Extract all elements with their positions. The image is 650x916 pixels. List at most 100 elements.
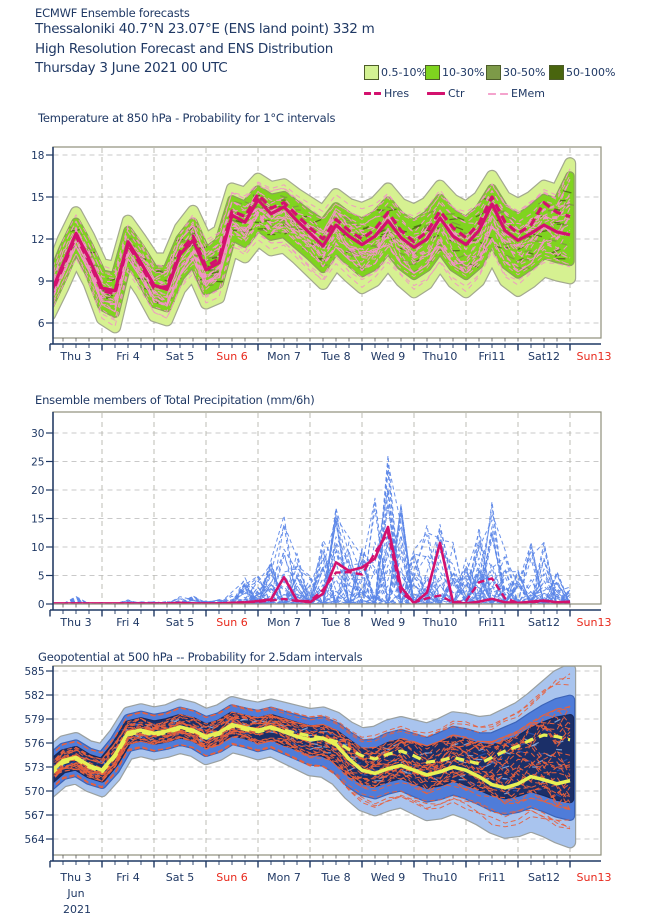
probability-speckle	[433, 777, 438, 781]
ens-member-line	[53, 724, 571, 807]
legend-line-label: EMem	[511, 87, 545, 100]
legend-band-label: 10-30%	[442, 66, 485, 79]
y-tick-label: 6	[38, 318, 45, 330]
probability-speckle	[537, 788, 543, 792]
basetime-title: Thursday 3 June 2021 00 UTC	[35, 60, 228, 76]
probability-speckle	[458, 254, 465, 259]
legend-line-item: Hres	[364, 87, 409, 100]
probability-speckle	[458, 760, 467, 764]
probability-speckle	[532, 233, 543, 238]
probability-speckle	[455, 226, 464, 231]
day-label: Sat 5	[166, 871, 195, 884]
probability-speckle	[411, 224, 422, 230]
geopotential-plume	[53, 666, 577, 849]
probability-speckle	[494, 245, 502, 249]
y-tick-label: 576	[24, 738, 44, 750]
day-label: Sun13	[577, 350, 612, 363]
probability-speckle	[211, 256, 218, 260]
probability-speckle	[210, 271, 220, 275]
y-tick-label: 585	[24, 666, 44, 678]
day-label: Fri11	[478, 871, 505, 884]
probability-speckle	[282, 196, 288, 200]
ens-member-line	[53, 211, 571, 291]
day-label: Thu10	[422, 616, 458, 629]
ens-member-line	[53, 708, 571, 780]
probability-speckle	[234, 200, 243, 205]
y-tick-label: 18	[31, 150, 44, 162]
hres-line-icon	[364, 92, 381, 95]
day-label: Thu10	[422, 350, 458, 363]
day-label: Mon 7	[267, 616, 301, 629]
ens-member-line	[53, 501, 570, 604]
probability-speckle	[556, 768, 564, 772]
probability-speckle	[356, 762, 361, 765]
day-label: Fri 4	[116, 616, 140, 629]
chart1-title: Temperature at 850 hPa - Probability for…	[38, 111, 336, 125]
temp-hres-line	[53, 192, 571, 296]
day-label: Sun13	[577, 871, 612, 884]
probability-speckle	[143, 287, 154, 291]
ens-member-line	[180, 465, 571, 604]
probability-speckle	[463, 232, 470, 236]
day-label: Fri 4	[116, 871, 140, 884]
y-tick-label: 9	[38, 276, 45, 288]
chart3-axes: 585 582 579 576 573 570 567 564 Thu 3 Fri 4 Sat 5 S…	[24, 665, 612, 916]
probability-speckle	[504, 792, 510, 795]
probability-speckle	[197, 726, 206, 731]
probability-speckle	[505, 215, 515, 221]
probability-speckle	[527, 732, 536, 736]
ens-member-line	[156, 524, 571, 604]
ens-member-line	[197, 462, 571, 604]
probability-speckle	[371, 244, 379, 249]
y-tick-label: 582	[24, 690, 44, 702]
probability-speckle	[292, 205, 299, 208]
ens-member-line	[53, 179, 571, 307]
y-tick-label: 0	[38, 599, 45, 611]
probability-speckle	[399, 252, 406, 256]
y-tick-label: 10	[31, 542, 44, 554]
probability-speckle	[524, 249, 532, 253]
y-tick-label: 12	[31, 234, 44, 246]
legend-line-item: Ctr	[427, 87, 465, 100]
ens-member-line	[53, 723, 571, 781]
day-label: Fri11	[478, 350, 505, 363]
probability-speckle	[376, 209, 384, 211]
probability-speckle	[516, 266, 526, 271]
probability-speckle	[560, 242, 567, 246]
ens-member-line	[90, 517, 571, 604]
probability-speckle	[284, 231, 290, 235]
day-label: Sun 6	[216, 350, 247, 363]
y-tick-label: 570	[24, 786, 44, 798]
day-label: Fri11	[478, 616, 505, 629]
geo-ctr-line	[53, 722, 571, 790]
probability-speckle	[213, 738, 220, 742]
probability-speckle	[505, 254, 515, 260]
probability-speckle	[501, 765, 510, 769]
y-tick-label: 15	[31, 192, 44, 204]
ens-member-line	[64, 487, 558, 604]
probability-speckle	[555, 793, 562, 798]
probability-speckle	[559, 199, 566, 202]
probability-speckle	[478, 748, 484, 752]
ens-member-line	[154, 556, 571, 604]
probability-speckle	[361, 774, 368, 777]
month-label: Jun	[66, 887, 84, 900]
legend-band-item: 50-100%	[549, 65, 615, 80]
probability-speckle	[357, 266, 366, 272]
day-label: Sat 5	[166, 616, 195, 629]
ens-member-line	[53, 207, 571, 313]
probability-speckle	[137, 277, 147, 280]
day-label: Sat 5	[166, 350, 195, 363]
day-label: Wed 9	[371, 871, 405, 884]
probability-speckle	[534, 240, 540, 243]
probability-speckle	[157, 297, 163, 302]
legend-band-label: 30-50%	[503, 66, 546, 79]
ens-member-line	[115, 500, 558, 604]
probability-speckle	[323, 255, 332, 259]
day-label: Wed 9	[371, 616, 405, 629]
ens-member-line	[53, 743, 571, 830]
probability-speckle	[208, 284, 214, 287]
probability-speckle	[553, 221, 560, 224]
